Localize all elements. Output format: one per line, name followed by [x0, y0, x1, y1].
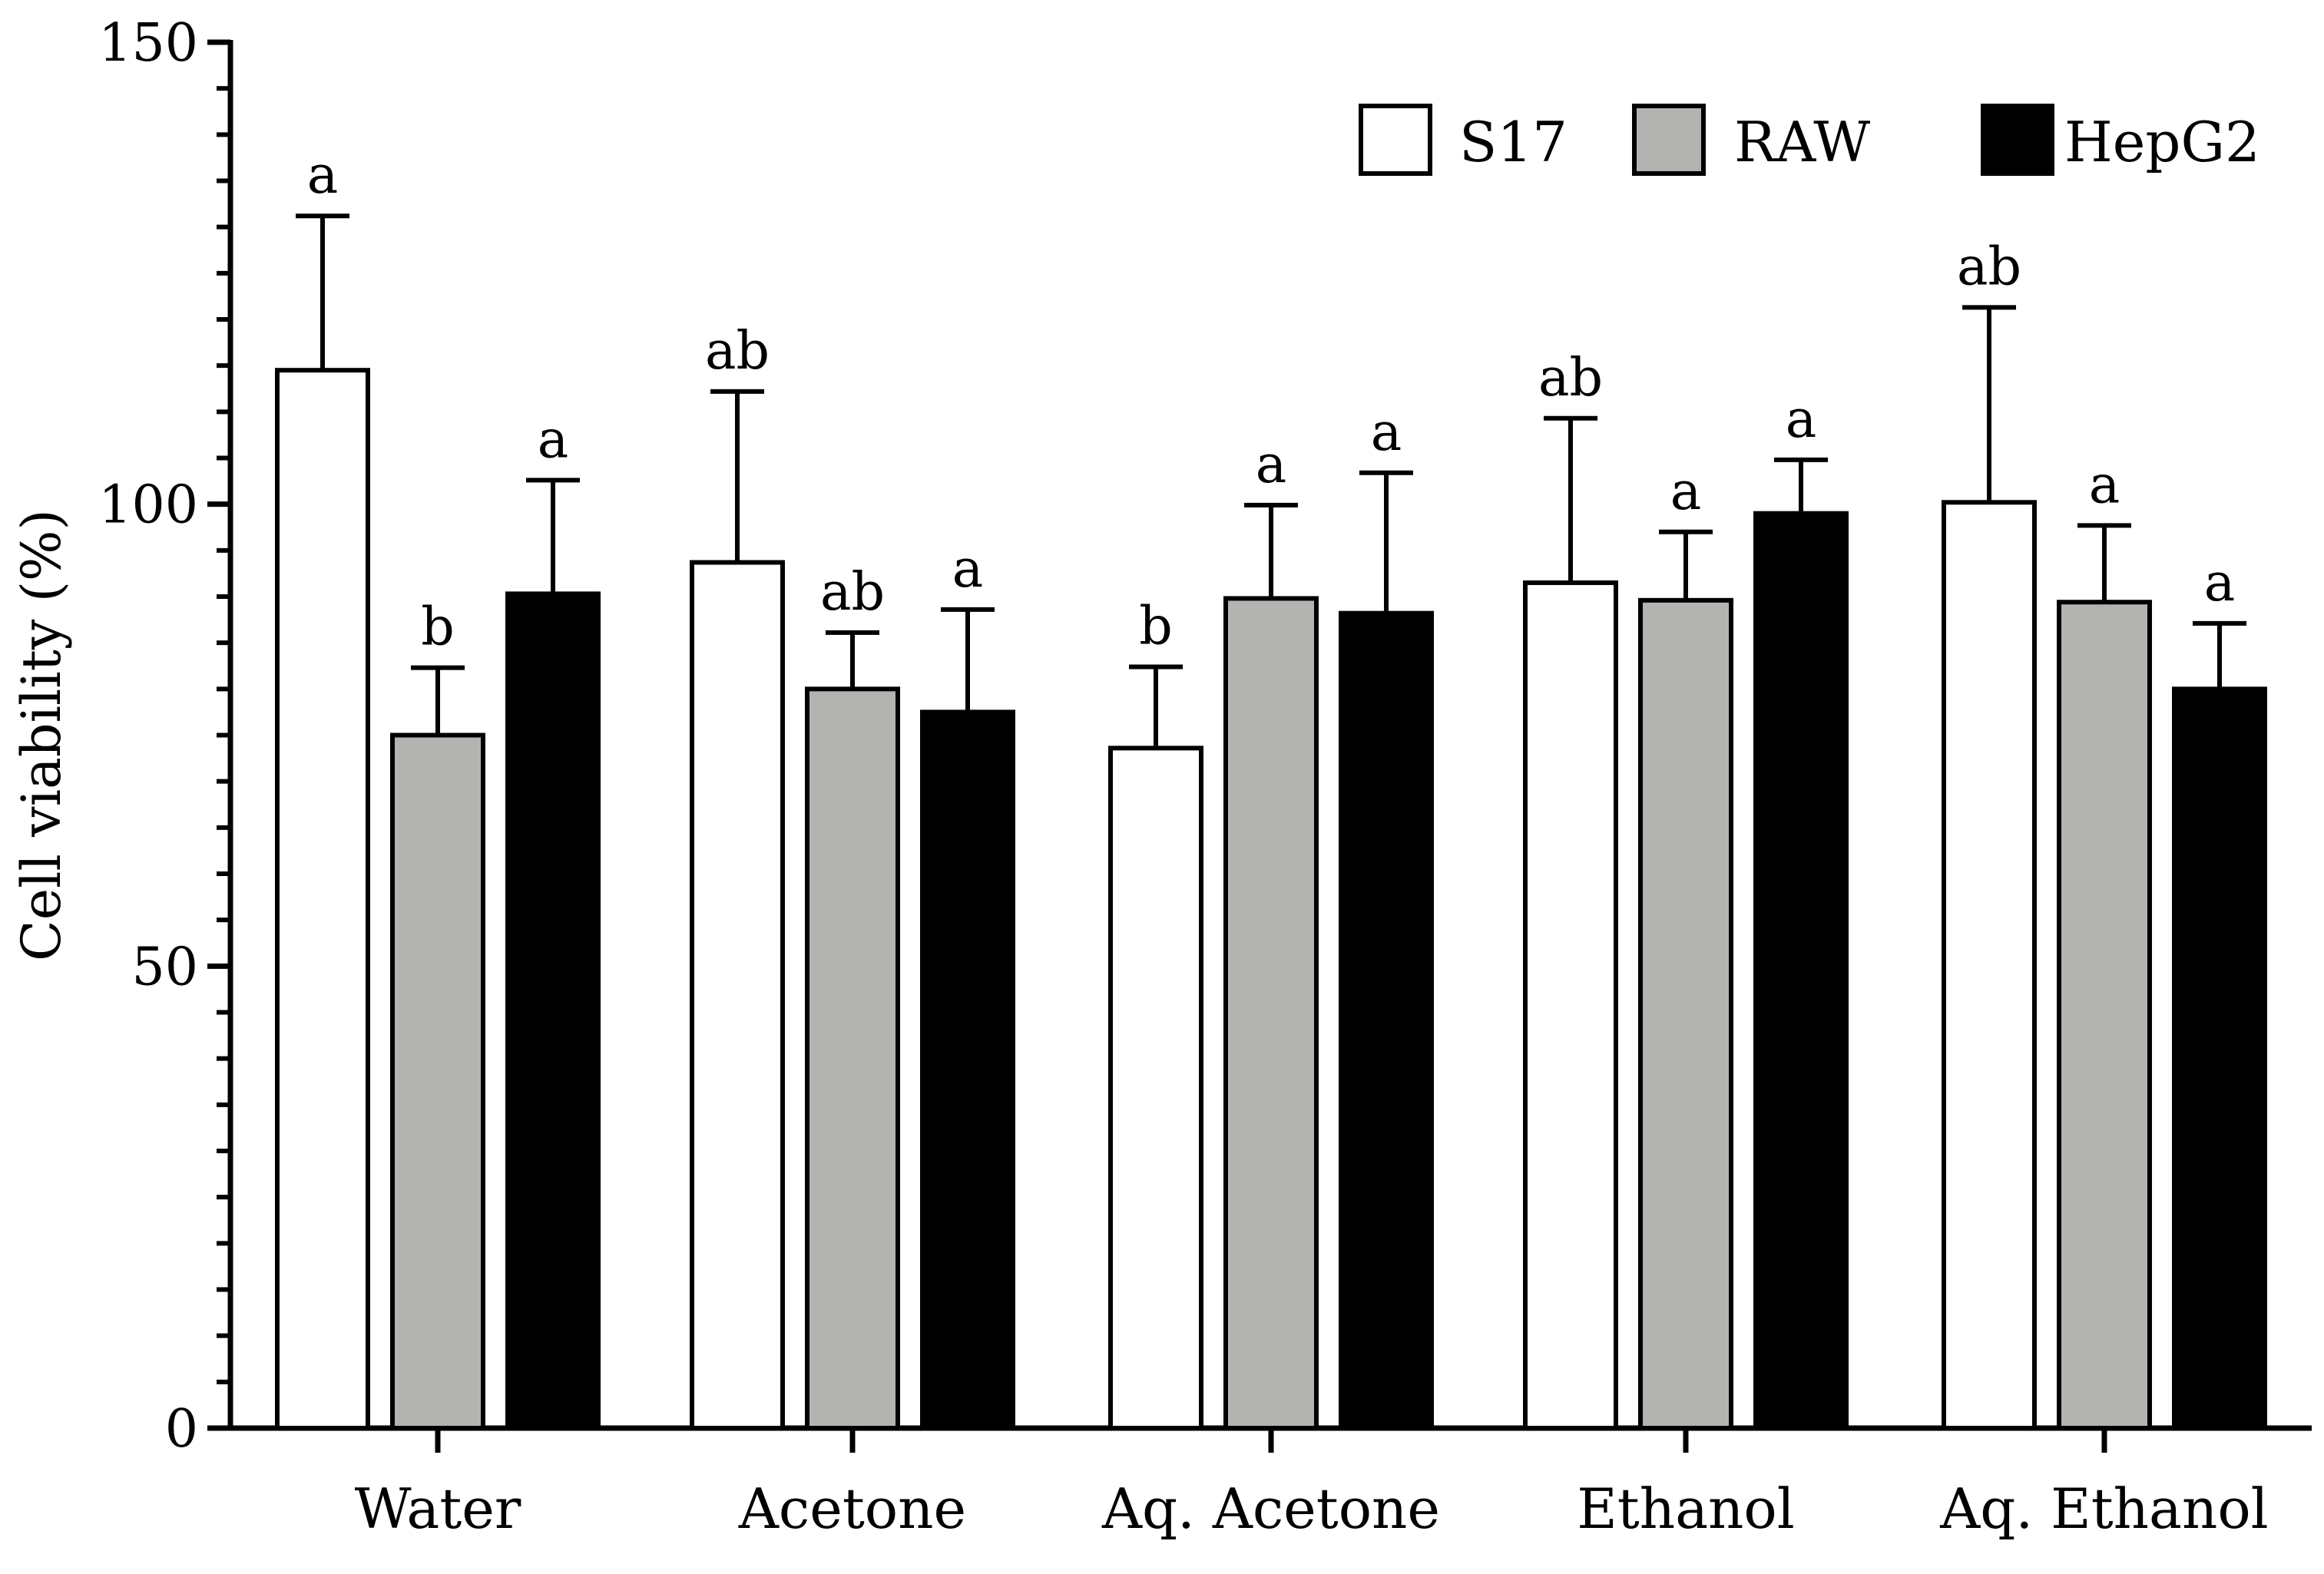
bar-s17 — [275, 368, 370, 1430]
bar-s17 — [690, 560, 785, 1430]
y-tick-label: 50 — [131, 937, 198, 997]
bar-raw — [1638, 597, 1733, 1430]
bar-raw — [805, 686, 900, 1430]
x-tick-label: Water — [355, 1476, 521, 1541]
significance-letter: a — [2089, 455, 2120, 515]
bar-hepg2 — [1753, 511, 1849, 1431]
bar-raw — [390, 732, 485, 1430]
significance-letter: ab — [1538, 348, 1603, 408]
significance-letter: a — [307, 145, 339, 206]
x-tick-label: Aq. Ethanol — [1939, 1476, 2268, 1541]
significance-letter: ab — [820, 562, 885, 623]
bar-hepg2 — [920, 709, 1015, 1430]
y-tick-label: 0 — [165, 1399, 198, 1460]
legend: S17 RAW HepG2 — [1359, 104, 2260, 176]
significance-letter: ab — [1957, 236, 2021, 297]
significance-letter: a — [538, 409, 569, 470]
legend-label-raw: RAW — [1734, 110, 1870, 174]
y-tick-label: 100 — [98, 475, 198, 536]
bar-s17 — [1108, 746, 1203, 1430]
significance-letter: a — [1371, 402, 1402, 463]
legend-swatch-raw — [1632, 104, 1706, 176]
significance-letter: b — [421, 597, 455, 658]
significance-letter: a — [1670, 461, 1702, 522]
y-tick-label: 150 — [98, 13, 198, 74]
significance-letter: b — [1139, 596, 1173, 656]
legend-swatch-hepg2 — [1981, 104, 2054, 176]
significance-letter: a — [952, 539, 984, 600]
significance-letter: a — [2204, 553, 2236, 613]
significance-letters-group: a ab b ab ab b ab a a a a a a a a — [307, 145, 2236, 657]
x-tick-label: Ethanol — [1577, 1476, 1795, 1541]
bar-s17 — [1523, 580, 1618, 1431]
legend-label-hepg2: HepG2 — [2064, 110, 2260, 174]
y-axis-title: Cell viability (%) — [10, 509, 73, 961]
bars-group — [275, 368, 2267, 1431]
significance-letter: a — [1786, 389, 1817, 450]
significance-letter: a — [1256, 435, 1287, 495]
x-tick-label: Acetone — [738, 1476, 966, 1541]
legend-label-s17: S17 — [1459, 110, 1568, 174]
bar-raw — [2057, 600, 2152, 1430]
bar-s17 — [1942, 500, 2037, 1430]
bar-hepg2 — [1339, 610, 1434, 1430]
legend-swatch-s17 — [1359, 104, 1432, 176]
axes: 0 50 100 150 Cell viability (%) Water Acetone A… — [10, 13, 2312, 1541]
x-tick-label: Aq. Acetone — [1101, 1476, 1440, 1541]
bar-hepg2 — [2172, 686, 2267, 1430]
bar-hepg2 — [505, 591, 601, 1430]
significance-letter: ab — [705, 321, 770, 382]
bar-raw — [1223, 596, 1319, 1431]
error-bars-group — [296, 213, 2246, 749]
